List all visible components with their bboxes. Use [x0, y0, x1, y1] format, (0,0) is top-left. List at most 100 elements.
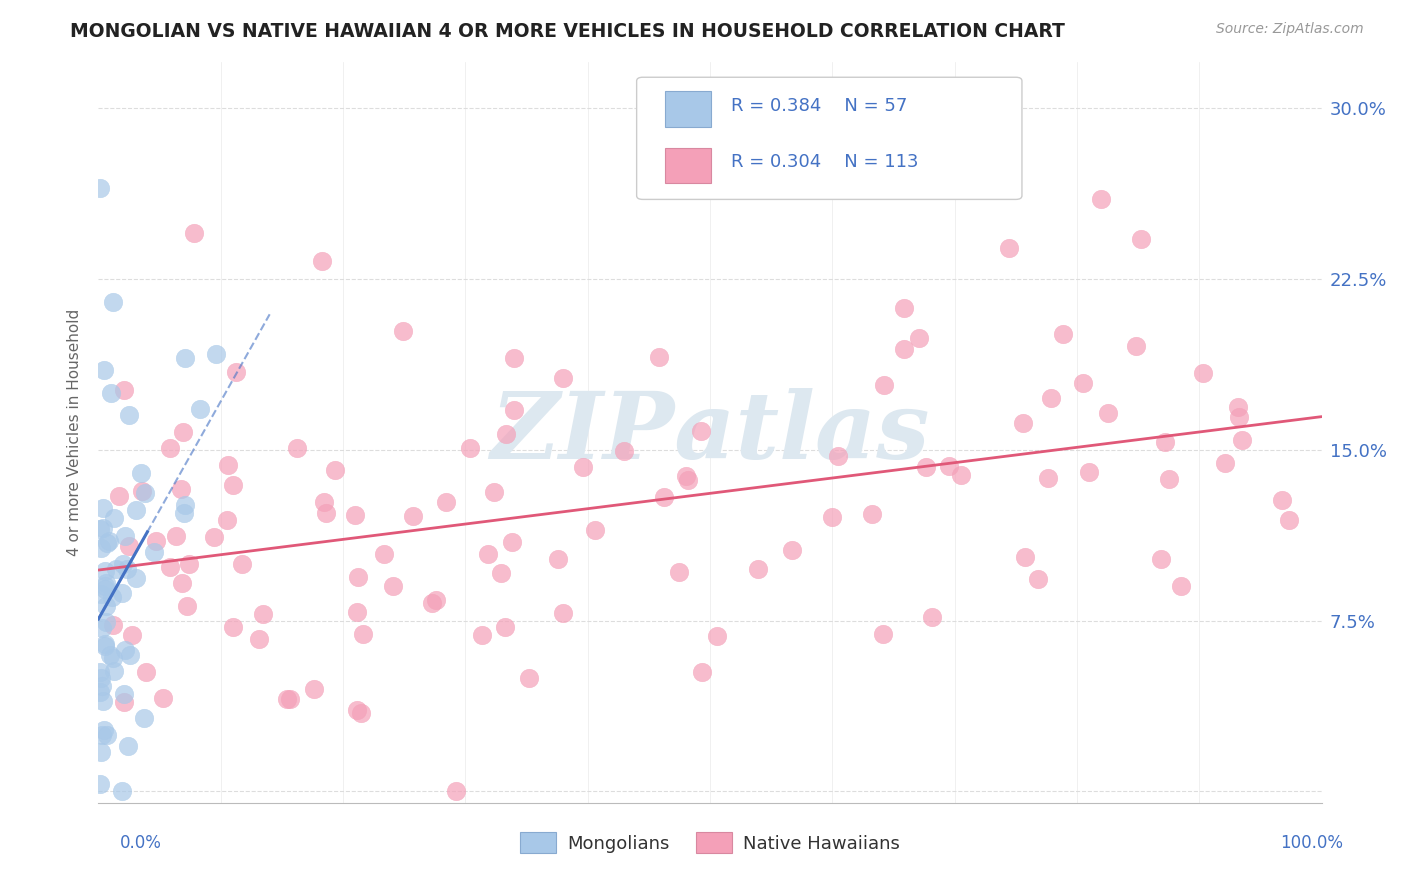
Point [170, 576, 193, 591]
Point [949, 468, 972, 483]
Point [118, 648, 141, 663]
Point [134, 711, 156, 725]
Point [347, 569, 370, 583]
Point [914, 460, 936, 475]
Point [343, 508, 366, 522]
Point [517, 671, 540, 685]
Point [89, 777, 111, 791]
Point [502, 351, 524, 366]
Text: 0.0%: 0.0% [120, 834, 162, 852]
Point [1226, 400, 1249, 414]
FancyBboxPatch shape [637, 78, 1022, 200]
Point [648, 350, 671, 364]
Point [173, 506, 195, 520]
Point [489, 566, 512, 581]
Point [668, 566, 690, 580]
Point [1159, 472, 1181, 486]
Point [820, 509, 842, 524]
Point [1170, 579, 1192, 593]
Point [93, 363, 115, 377]
Point [172, 425, 194, 439]
Point [998, 241, 1021, 255]
Point [678, 473, 700, 487]
Point [93, 582, 115, 596]
Point [1191, 367, 1213, 381]
Point [1097, 406, 1119, 420]
Point [706, 629, 728, 643]
Point [1012, 416, 1035, 430]
Point [90, 728, 112, 742]
Point [89, 665, 111, 679]
Point [471, 628, 494, 642]
Point [477, 547, 499, 561]
Point [118, 539, 141, 553]
Point [690, 665, 713, 680]
Point [1230, 434, 1253, 448]
Point [217, 458, 239, 473]
Point [98, 534, 121, 549]
FancyBboxPatch shape [665, 147, 711, 183]
Point [91, 694, 114, 708]
Point [547, 552, 569, 566]
Point [103, 618, 125, 632]
Point [90, 587, 112, 601]
Point [346, 605, 368, 619]
Point [105, 562, 128, 576]
Point [392, 324, 415, 338]
Point [921, 610, 943, 624]
Point [159, 442, 181, 456]
Point [278, 692, 301, 706]
Point [613, 443, 636, 458]
Point [96, 728, 118, 742]
Point [315, 506, 337, 520]
Point [135, 665, 157, 680]
Point [143, 545, 166, 559]
Point [893, 301, 915, 315]
Point [94, 599, 117, 614]
Point [91, 501, 114, 516]
Point [205, 347, 228, 361]
Point [1052, 326, 1074, 341]
Point [112, 687, 135, 701]
Point [247, 632, 270, 646]
Point [572, 460, 595, 475]
Point [1014, 550, 1036, 565]
Point [121, 628, 143, 642]
Y-axis label: 4 or more Vehicles in Household: 4 or more Vehicles in Household [67, 309, 83, 557]
Point [183, 227, 205, 241]
Point [420, 596, 443, 610]
Point [96, 535, 118, 549]
Point [94, 579, 117, 593]
Point [425, 592, 447, 607]
Point [780, 542, 803, 557]
Text: R = 0.384    N = 57: R = 0.384 N = 57 [731, 97, 907, 115]
Point [1028, 572, 1050, 586]
Point [872, 627, 894, 641]
Point [96, 576, 118, 591]
Point [346, 703, 368, 717]
Point [652, 491, 675, 505]
Point [91, 520, 114, 534]
Point [112, 383, 135, 397]
Point [112, 695, 135, 709]
Point [1036, 471, 1059, 485]
Point [94, 565, 117, 579]
Point [159, 560, 181, 574]
Point [747, 561, 769, 575]
Point [1090, 192, 1112, 206]
Point [188, 402, 211, 417]
Point [217, 513, 239, 527]
Point [675, 468, 697, 483]
Point [101, 590, 124, 604]
Point [89, 522, 111, 536]
Point [112, 557, 135, 571]
Point [90, 671, 112, 685]
Point [276, 691, 298, 706]
Point [177, 558, 200, 572]
Point [1039, 391, 1062, 405]
Point [94, 640, 117, 654]
Point [1271, 493, 1294, 508]
Point [908, 331, 931, 345]
Point [117, 562, 139, 576]
Point [131, 483, 153, 498]
